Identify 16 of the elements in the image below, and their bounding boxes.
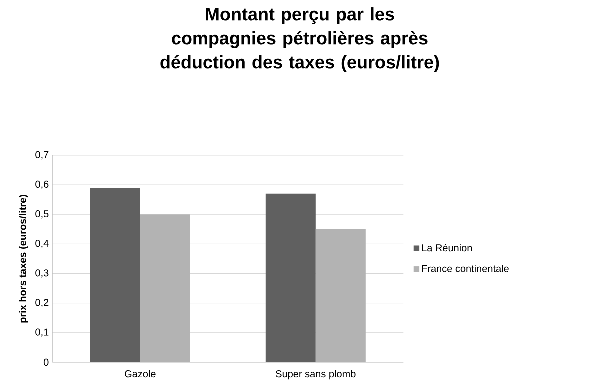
y-tick-label: 0,6 [36,180,49,190]
y-tick-label: 0,3 [36,270,49,278]
chart-title: Montant perçu par les compagnies pétrolières après déduction des taxes (euros/litre) [160,8,440,72]
bar [266,194,316,362]
y-tick-label: 0,4 [36,240,49,248]
y-tick-label: 0,7 [36,151,49,160]
y-tick-label: 0,5 [36,210,49,219]
bar [90,188,140,362]
legend-label: La Réunion [422,244,472,252]
x-tick-label: Super sans plomb [276,370,356,380]
y-tick-label: 0 [44,358,49,366]
legend-label: France continentale [422,265,509,272]
y-axis-title: prix hors taxes (euros/litre) [19,195,28,323]
y-tick-label: 0,2 [36,299,49,308]
y-tick-label: 0,1 [36,328,49,338]
x-tick-label: Gazole [125,370,156,378]
